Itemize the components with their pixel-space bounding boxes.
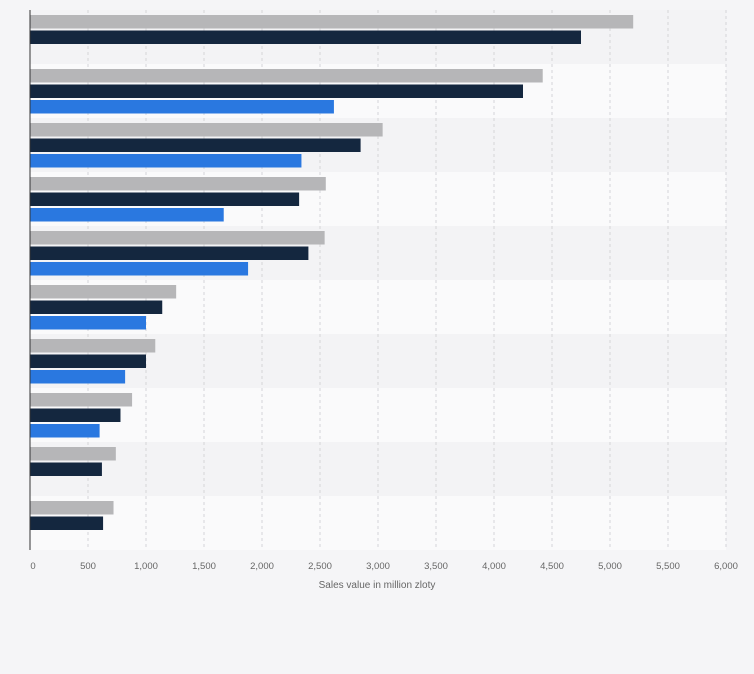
bar[interactable] [30, 339, 156, 353]
x-tick-label: 3,000 [366, 561, 390, 572]
x-tick-label: 4,000 [482, 561, 506, 572]
bar[interactable] [30, 154, 302, 168]
bar[interactable] [30, 300, 163, 315]
bar[interactable] [30, 316, 146, 330]
x-tick-label: 2,000 [250, 561, 274, 572]
bar[interactable] [30, 208, 224, 222]
bar[interactable] [30, 354, 146, 369]
x-tick-label: 1,500 [192, 561, 216, 572]
bar[interactable] [30, 370, 126, 384]
x-tick-label: 1,000 [134, 561, 158, 572]
x-tick-label: 0 [30, 561, 35, 572]
x-tick-label: 3,500 [424, 561, 448, 572]
bar[interactable] [30, 501, 114, 515]
bar[interactable] [30, 30, 581, 45]
bar[interactable] [30, 246, 309, 261]
x-tick-label: 500 [80, 561, 96, 572]
bar[interactable] [30, 408, 121, 423]
bars [30, 15, 634, 531]
bar[interactable] [30, 15, 634, 29]
x-axis-label: Sales value in million zloty [319, 580, 436, 591]
x-tick-label: 5,500 [656, 561, 680, 572]
bar[interactable] [30, 100, 334, 114]
bar[interactable] [30, 424, 100, 438]
x-tick-labels: 0 500 1,000 1,500 2,000 2,500 3,000 3,500 4,000 4… [30, 561, 738, 572]
bar[interactable] [30, 138, 361, 153]
x-tick-label: 4,500 [540, 561, 564, 572]
x-tick-label: 5,000 [598, 561, 622, 572]
bar[interactable] [30, 285, 177, 299]
bar[interactable] [30, 262, 249, 276]
bar[interactable] [30, 84, 523, 99]
bar[interactable] [30, 231, 325, 245]
bar[interactable] [30, 447, 116, 461]
bar[interactable] [30, 192, 300, 207]
bar[interactable] [30, 516, 104, 531]
bar[interactable] [30, 69, 543, 83]
bar[interactable] [30, 123, 383, 137]
bar[interactable] [30, 462, 102, 477]
bar[interactable] [30, 177, 326, 191]
bar[interactable] [30, 393, 133, 407]
x-tick-label: 2,500 [308, 561, 332, 572]
x-tick-label: 6,000 [714, 561, 738, 572]
